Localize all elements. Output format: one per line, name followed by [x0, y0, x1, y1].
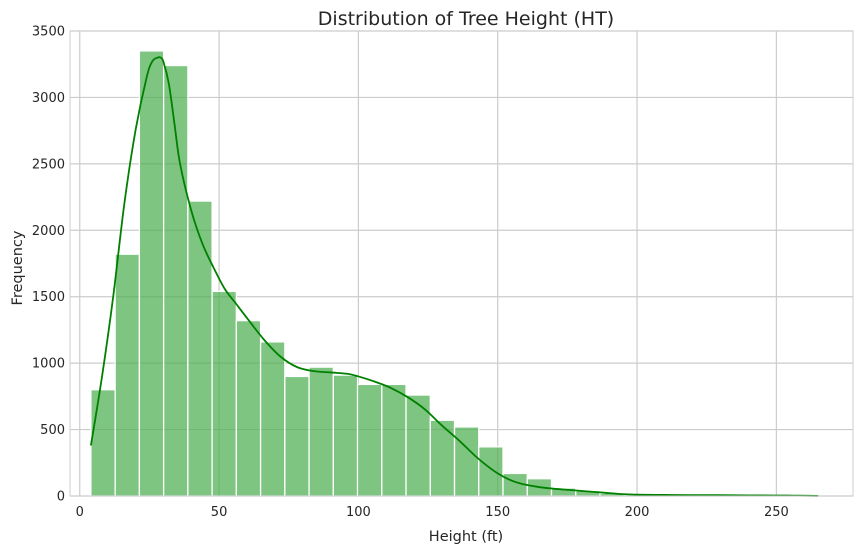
plot-frame — [69, 30, 854, 497]
y-tick-label: 500 — [40, 423, 65, 438]
histogram-bar — [308, 366, 334, 497]
x-tick-label: 50 — [211, 505, 228, 520]
y-tick-label: 1000 — [32, 357, 65, 372]
y-tick-label: 2500 — [32, 157, 65, 172]
y-tick-label: 3000 — [32, 91, 65, 106]
histogram-bar — [259, 341, 286, 497]
y-tick-label: 1500 — [32, 290, 65, 305]
histogram-bar — [429, 419, 456, 497]
x-tick-label: 250 — [764, 505, 789, 520]
x-tick-label: 100 — [346, 505, 371, 520]
y-tick-label: 2000 — [32, 224, 65, 239]
histogram-bar — [138, 50, 165, 497]
x-tick-label: 150 — [485, 505, 510, 520]
histogram-bar — [478, 446, 504, 497]
histogram-bar — [381, 383, 407, 497]
histogram-bar — [453, 426, 480, 497]
x-axis-label: Height (ft) — [429, 529, 503, 545]
histogram-bar — [114, 253, 141, 497]
x-tick-label: 0 — [76, 505, 84, 520]
y-tick-label: 3500 — [32, 25, 65, 40]
tick-labels: 0 50 100 150 200 2500500100015002000250030003… — [32, 25, 789, 521]
histogram-bar — [90, 389, 116, 497]
chart-title: Distribution of Tree Height (HT) — [318, 8, 614, 30]
x-tick-label: 200 — [625, 505, 650, 520]
histogram-bar — [235, 319, 262, 497]
histogram-bar — [211, 290, 238, 497]
histogram-bar — [187, 200, 213, 497]
kde-curve — [90, 56, 819, 497]
y-axis-label: Frequency — [10, 230, 26, 305]
histogram-bar — [356, 383, 383, 497]
y-tick-label: 0 — [57, 490, 65, 505]
histogram-bar — [284, 375, 310, 497]
histogram-bars — [90, 50, 819, 497]
histogram-bar — [332, 374, 359, 497]
kde-curve-group — [90, 56, 819, 497]
